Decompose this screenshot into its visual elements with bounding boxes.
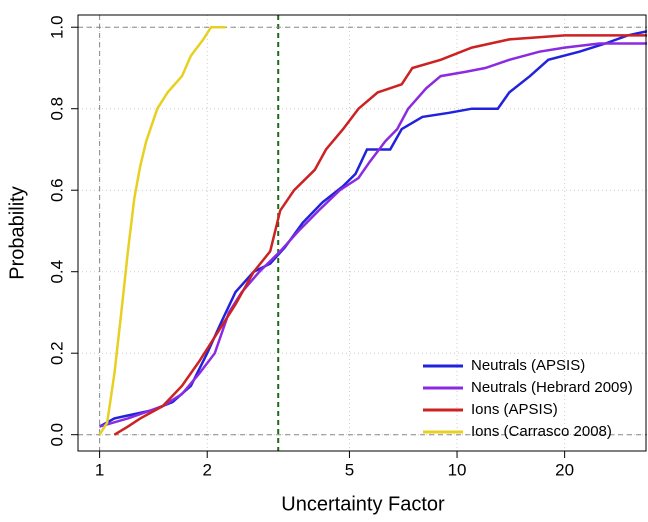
legend-label: Ions (APSIS) <box>471 401 558 418</box>
x-tick-label: 10 <box>448 460 467 479</box>
series <box>99 42 647 428</box>
series-line <box>98 30 647 428</box>
x-axis-label: Uncertainty Factor <box>281 493 445 515</box>
series-line <box>99 42 647 428</box>
x-tick-label: 5 <box>345 460 354 479</box>
y-axis-label: Probability <box>6 186 28 279</box>
legend-label: Ions (Carrasco 2008) <box>471 423 612 440</box>
series-line <box>113 34 647 436</box>
series <box>98 25 226 436</box>
series <box>98 30 647 428</box>
x-tick-label: 20 <box>555 460 574 479</box>
y-tick-label: 0.4 <box>47 260 66 284</box>
y-tick-label: 0.2 <box>47 341 66 365</box>
plot-frame <box>77 14 647 452</box>
series <box>113 34 647 436</box>
y-tick-label: 0.6 <box>47 178 66 202</box>
legend-label: Neutrals (APSIS) <box>471 357 585 374</box>
x-tick-label: 1 <box>95 460 104 479</box>
x-tick-label: 2 <box>202 460 211 479</box>
y-tick-label: 0.8 <box>47 97 66 121</box>
legend-label: Neutrals (Hebrard 2009) <box>471 379 633 396</box>
series-line <box>98 25 226 436</box>
y-tick-label: 1.0 <box>47 15 66 39</box>
y-tick-label: 0.0 <box>47 423 66 447</box>
